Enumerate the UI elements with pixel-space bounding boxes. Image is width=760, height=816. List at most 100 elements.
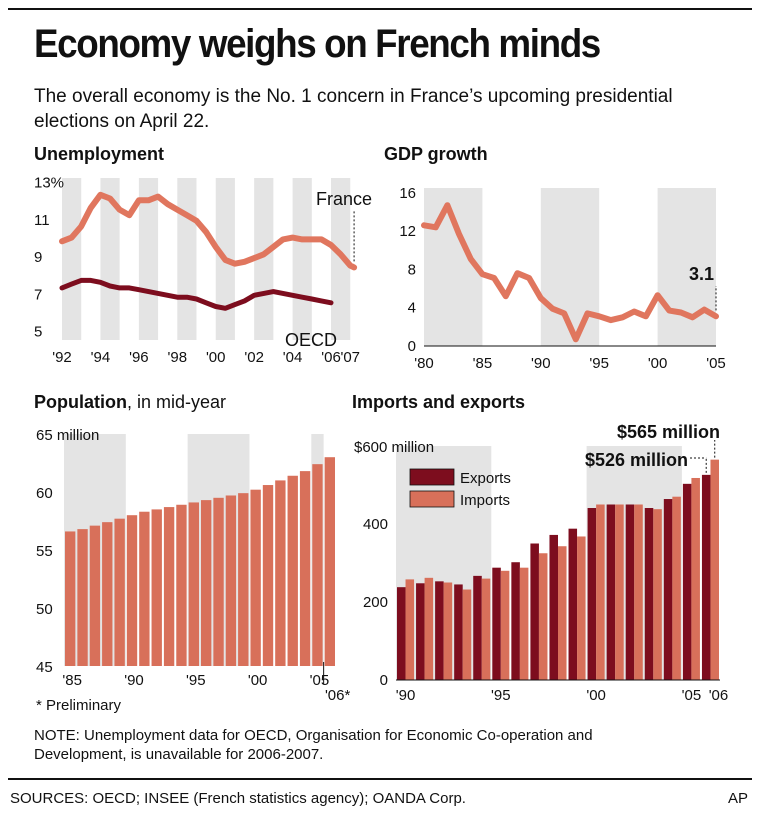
trade-bar-imports [481,578,491,680]
oecd-label: OECD [285,330,337,350]
unemployment-band [254,178,274,340]
unemployment-xtick: '06 [321,349,341,366]
trade-bar-exports [587,508,597,680]
unemployment-band [177,178,197,340]
gdp-band [657,188,716,346]
population-title: Population, in mid-year [34,392,226,413]
population-bar [312,464,323,666]
gdp-ytick: 0 [408,338,416,355]
trade-band [396,446,492,680]
gdp-xtick: '00 [648,355,668,372]
trade-bar-imports [615,504,624,680]
import-annotation: $565 million [617,422,720,442]
population-bar [262,485,274,666]
population-ytick: 50 [36,601,53,618]
trade-bar-exports [663,499,673,680]
population-bar [250,489,261,666]
unemployment-xtick: '07 [340,349,360,366]
gdp-title: GDP growth [384,144,488,165]
trade-bar-imports [710,459,719,680]
population-xtick: '95 [186,672,206,689]
trade-bar-exports [397,587,406,680]
unemployment-xtick: '02 [244,349,264,366]
unemployment-xtick: '04 [283,349,303,366]
trade-xtick: '00 [586,687,606,704]
gdp-series-line [421,202,719,343]
trade-bar-exports [682,483,692,680]
gdp-ytick: 12 [399,223,416,240]
trade-bar-imports [691,477,700,680]
unemployment-band [62,178,82,340]
population-bar [225,495,237,666]
unemployment-ytick: 11 [34,212,50,229]
trade-title-text: Imports and exports [352,392,526,412]
trade-bar-imports [672,496,681,680]
trade-ytick: 0 [380,672,388,689]
population-xtick: '05 [310,672,330,689]
gdp-annotation-label: 3.1 [689,264,714,284]
population-bar [213,497,224,666]
unemployment-series-oecd [59,277,334,311]
population-bar [163,507,175,666]
trade-bar-imports [424,577,434,680]
population-bar [65,531,76,666]
population-band [311,434,324,666]
trade-ytick: 400 [363,516,388,533]
trade-bar-exports [606,504,616,680]
population-ytick: 55 [36,543,53,560]
population-band [187,434,250,666]
unemployment-xtick: '96 [129,349,149,366]
population-bar [126,515,138,666]
trade-bar-exports [701,474,711,680]
trade-bar-exports [644,508,654,680]
note: NOTE: Unemployment data for OECD, Organi… [34,727,593,763]
gdp-title-text: GDP growth [384,144,488,164]
unemployment-xtick: '94 [91,349,111,366]
trade-xtick: '90 [396,687,416,704]
gdp-xtick: '85 [473,355,493,372]
population-bar [114,518,125,666]
population-unit-label: 65 million [36,427,99,444]
unemployment-band [138,178,159,340]
trade-bar-imports [596,504,605,680]
trade-bar-exports [549,534,558,680]
trade-bar-imports [538,553,548,680]
unemployment-xtick: '00 [206,349,226,366]
trade-bar-exports [492,567,501,680]
population-bar [201,500,212,666]
trade-bar-imports [653,509,662,680]
gdp-xtick: '95 [589,355,609,372]
population-bar [102,522,113,666]
trade-ytick: 200 [363,594,388,611]
unemployment-band [331,178,351,340]
trade-bar-imports [519,567,529,680]
gdp-ytick: 16 [399,185,416,202]
trade-band [586,446,682,680]
legend-swatch-exports [409,468,455,486]
trade-bar-imports [405,579,415,680]
gdp-ytick: 8 [408,261,416,278]
gdp-xtick: '90 [531,355,551,372]
population-bar [275,480,286,666]
trade-xtick: '95 [491,687,511,704]
population-band [64,434,126,666]
credit: AP [727,790,748,807]
trade-bar-imports [577,536,586,680]
population-xtick: '90 [124,672,144,689]
unemployment-band [292,178,312,340]
trade-bar-imports [500,570,510,680]
trade-bar-imports [634,504,643,680]
population-bar [299,471,311,666]
population-xtick: '00 [248,672,268,689]
population-bar [324,457,335,666]
trade-bar-exports [416,583,425,680]
unemployment-xtick: '98 [168,349,188,366]
population-bar [287,475,298,666]
headline: Economy weighs on French minds [34,22,601,66]
population-ytick: 45 [36,659,53,676]
trade-bar-exports [454,584,463,680]
bottom-rule [8,778,752,780]
population-bar [77,529,88,666]
trade-bar-exports [568,528,578,680]
legend-label-imports: Imports [460,492,510,509]
